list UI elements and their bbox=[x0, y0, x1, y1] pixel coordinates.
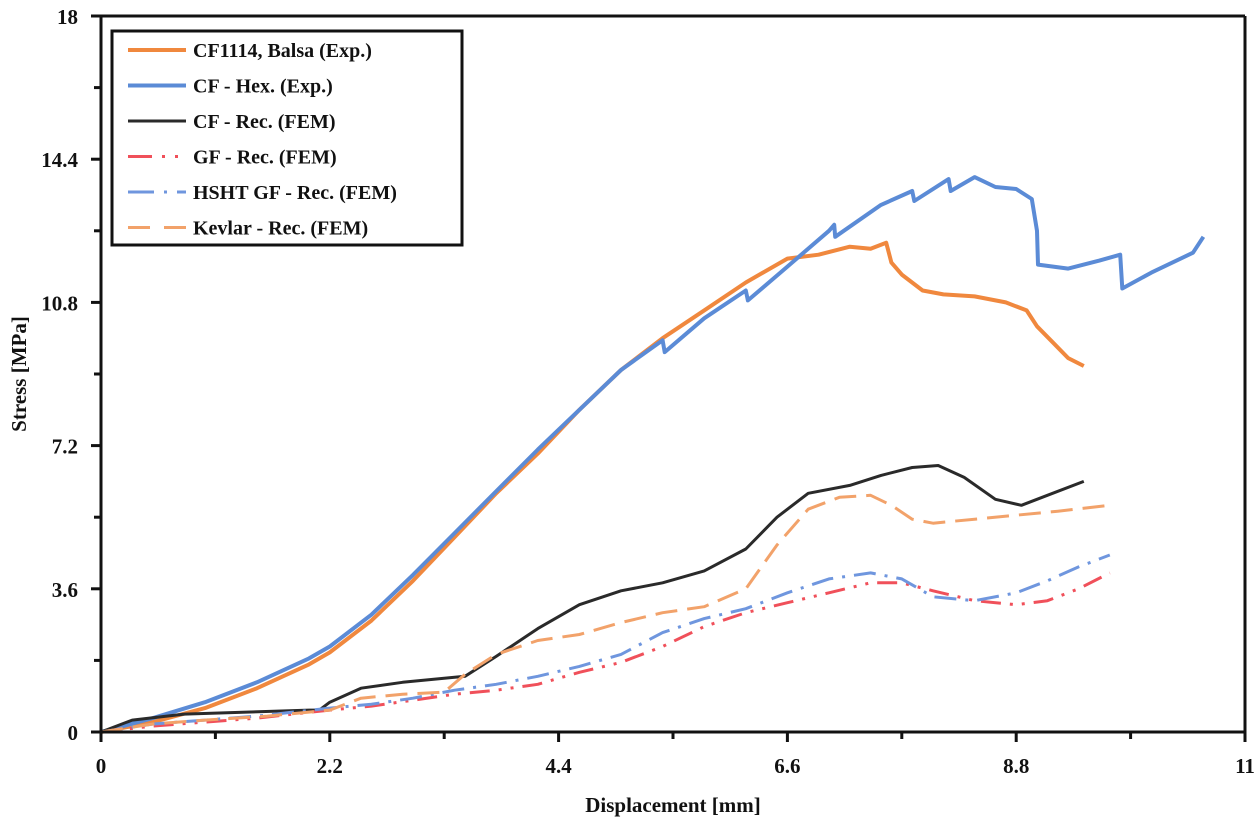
y-tick-label: 7.2 bbox=[52, 435, 78, 459]
y-tick-label: 0 bbox=[68, 721, 79, 745]
legend-label-1: CF - Hex. (Exp.) bbox=[193, 76, 333, 98]
legend: CF1114, Balsa (Exp.) CF - Hex. (Exp.) CF -… bbox=[110, 29, 464, 247]
x-tick-label: 11 bbox=[1235, 754, 1255, 778]
series-line-1 bbox=[100, 175, 1206, 734]
legend-label-5: Kevlar - Rec. (FEM) bbox=[193, 218, 368, 240]
plot-lines bbox=[100, 175, 1206, 734]
series-line-0 bbox=[100, 240, 1085, 734]
x-tick-label: 6.6 bbox=[774, 754, 800, 778]
y-tick-label: 14.4 bbox=[41, 148, 78, 172]
legend-label-2: CF - Rec. (FEM) bbox=[193, 111, 336, 133]
legend-label-4: HSHT GF - Rec. (FEM) bbox=[193, 182, 397, 204]
x-tick-label: 4.4 bbox=[545, 754, 572, 778]
y-tick-label: 3.6 bbox=[52, 578, 78, 602]
y-tick-label: 18 bbox=[57, 5, 78, 29]
legend-box bbox=[110, 29, 464, 247]
x-axis-title: Displacement [mm] bbox=[585, 793, 761, 817]
x-tick-label: 8.8 bbox=[1003, 754, 1029, 778]
legend-label-0: CF1114, Balsa (Exp.) bbox=[193, 40, 372, 62]
x-tick-label: 0 bbox=[96, 754, 107, 778]
y-axis-title: Stress [MPa] bbox=[7, 316, 31, 432]
ticks: 0 2.2 4.4 6.6 8.8 11 0 3.6 7.2 10.8 14.4 18 bbox=[41, 5, 1255, 778]
series-line-5 bbox=[100, 493, 1110, 734]
y-tick-label: 10.8 bbox=[41, 291, 78, 315]
x-tick-label: 2.2 bbox=[317, 754, 343, 778]
legend-label-3: GF - Rec. (FEM) bbox=[193, 147, 337, 169]
series-line-4 bbox=[100, 553, 1111, 734]
